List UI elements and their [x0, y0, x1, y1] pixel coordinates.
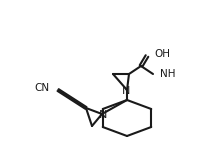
Text: OH: OH [154, 49, 170, 59]
Text: N: N [122, 86, 130, 96]
Text: NH: NH [160, 69, 175, 79]
Text: CN: CN [35, 83, 50, 93]
Text: N: N [99, 110, 107, 120]
